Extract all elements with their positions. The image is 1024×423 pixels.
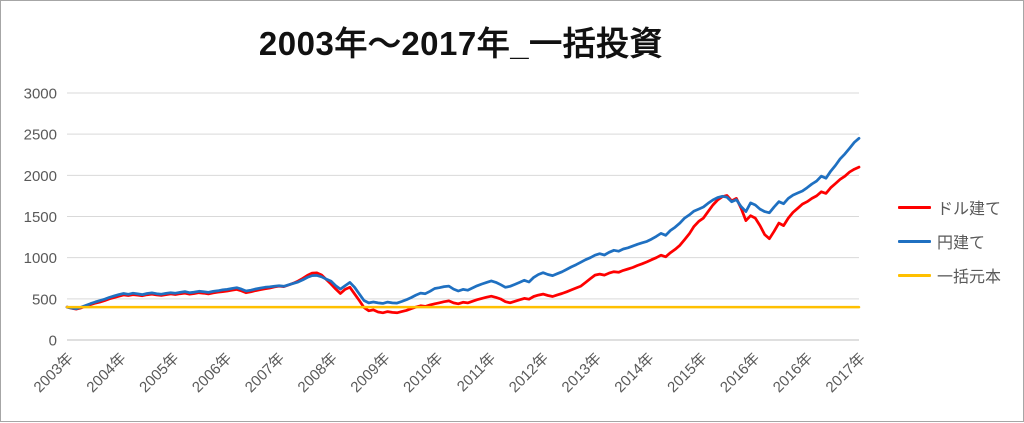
legend-label-jpy: 円建て <box>936 235 985 252</box>
legend-marker-principal-line <box>897 273 931 277</box>
x-tick-label: 2006年 <box>189 350 235 396</box>
legend-marker-usd-line <box>897 205 931 209</box>
x-tick-label: 2008年 <box>295 350 341 396</box>
y-tick-label: 1000 <box>24 250 57 267</box>
x-tick-label: 2003年 <box>31 350 77 396</box>
legend-item-principal: 一括元本 <box>897 265 1001 286</box>
x-tick-label: 2010年 <box>400 350 446 396</box>
x-tick-label: 2016年 <box>770 350 816 396</box>
legend-item-jpy: 円建て <box>897 231 1001 252</box>
x-tick-label: 2017年 <box>823 350 869 396</box>
legend-marker-jpy-line <box>897 239 931 243</box>
legend: ドル建て 円建て 一括元本 <box>897 197 1001 286</box>
chart-title: 2003年〜2017年_一括投資 <box>258 25 664 62</box>
y-tick-label: 2500 <box>24 127 57 144</box>
legend-label-principal: 一括元本 <box>936 269 1001 286</box>
legend-label-usd: ドル建て <box>936 201 1001 218</box>
y-tick-label: 2000 <box>24 168 57 185</box>
series-line-jpy <box>65 136 861 311</box>
y-tick-label: 0 <box>49 333 57 350</box>
x-tick-label: 2004年 <box>83 350 129 396</box>
x-tick-label: 2013年 <box>559 350 605 396</box>
x-tick-label: 2007年 <box>242 350 288 396</box>
x-tick-label: 2014年 <box>611 350 657 396</box>
y-tick-label: 500 <box>32 291 57 308</box>
x-tick-label: 2015年 <box>664 350 710 396</box>
y-tick-label: 3000 <box>24 86 57 103</box>
series-line-usd <box>65 165 861 315</box>
x-tick-label: 2005年 <box>136 350 182 396</box>
x-tick-label: 2009年 <box>347 350 393 396</box>
legend-item-usd: ドル建て <box>897 197 1001 218</box>
x-tick-label: 2012年 <box>506 350 552 396</box>
x-tick-label: 2016年 <box>717 350 763 396</box>
y-tick-label: 1500 <box>24 209 57 226</box>
x-tick-label: 2011年 <box>454 350 499 395</box>
